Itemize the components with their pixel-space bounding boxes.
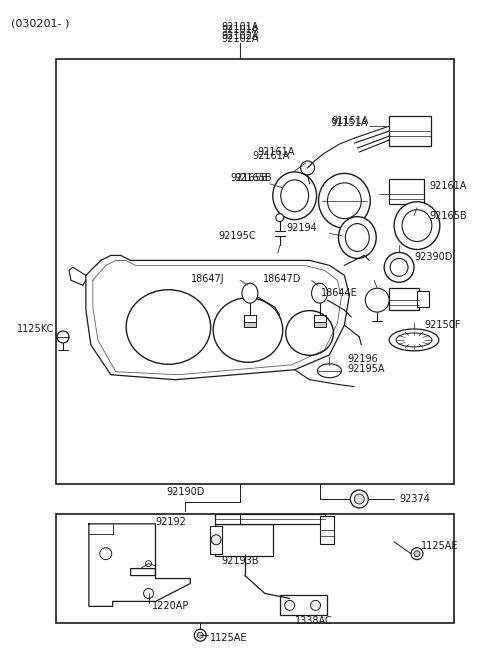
Text: 1125AE: 1125AE: [421, 541, 458, 551]
Ellipse shape: [346, 223, 369, 252]
Circle shape: [145, 561, 152, 567]
Text: 92101A: 92101A: [221, 25, 259, 35]
Text: 92161A: 92161A: [252, 151, 290, 161]
Text: 92150F: 92150F: [424, 320, 460, 330]
Ellipse shape: [402, 210, 432, 242]
Text: 18647D: 18647D: [263, 274, 301, 284]
Circle shape: [285, 601, 295, 610]
Circle shape: [414, 551, 420, 557]
Text: 92165B: 92165B: [230, 173, 268, 183]
Text: 18644E: 18644E: [321, 288, 357, 298]
Circle shape: [311, 601, 321, 610]
Bar: [313, 322, 325, 327]
Bar: [389, 288, 419, 310]
Bar: [417, 291, 429, 307]
Text: 91151A: 91151A: [332, 116, 369, 126]
Circle shape: [276, 214, 284, 221]
Text: 92161A: 92161A: [429, 181, 466, 191]
Text: 92195A: 92195A: [348, 364, 385, 374]
Circle shape: [194, 629, 206, 641]
Circle shape: [354, 494, 364, 504]
Text: 1338AC: 1338AC: [295, 616, 333, 626]
Bar: [244, 322, 256, 327]
Text: 92193B: 92193B: [221, 555, 259, 566]
Bar: [389, 179, 424, 204]
Text: 92190D: 92190D: [166, 487, 204, 497]
Text: 92102A: 92102A: [221, 33, 259, 44]
Circle shape: [100, 548, 112, 559]
Ellipse shape: [384, 252, 414, 282]
Ellipse shape: [273, 172, 316, 219]
Bar: [389, 116, 431, 146]
Ellipse shape: [396, 333, 432, 347]
Circle shape: [57, 331, 69, 343]
Text: 92192: 92192: [156, 517, 186, 527]
Bar: [280, 595, 327, 615]
Circle shape: [411, 548, 423, 559]
Text: 92195C: 92195C: [218, 231, 256, 240]
Ellipse shape: [338, 217, 376, 259]
Bar: [215, 524, 273, 555]
Bar: [215, 514, 324, 524]
Text: 92196: 92196: [348, 354, 378, 364]
Text: 92390D: 92390D: [414, 252, 452, 263]
Bar: [320, 516, 335, 544]
Ellipse shape: [281, 180, 309, 212]
Bar: [210, 526, 222, 553]
Circle shape: [350, 490, 368, 508]
Text: 92161A: 92161A: [257, 147, 295, 157]
Ellipse shape: [286, 310, 334, 356]
Text: 92165B: 92165B: [429, 211, 467, 221]
Ellipse shape: [242, 283, 258, 303]
Ellipse shape: [213, 297, 283, 362]
Ellipse shape: [318, 364, 341, 378]
Ellipse shape: [126, 290, 211, 364]
Ellipse shape: [390, 259, 408, 276]
Bar: [56, 58, 454, 484]
Text: 18647J: 18647J: [191, 274, 224, 284]
Ellipse shape: [394, 202, 440, 250]
Ellipse shape: [319, 174, 370, 228]
Ellipse shape: [327, 183, 361, 219]
Text: 92102A: 92102A: [221, 31, 259, 41]
Text: 1125AE: 1125AE: [210, 633, 248, 643]
Text: 91151A: 91151A: [330, 118, 367, 128]
Text: 1125KC: 1125KC: [17, 324, 54, 334]
Circle shape: [197, 632, 203, 638]
Circle shape: [144, 588, 154, 599]
Text: 1220AP: 1220AP: [152, 601, 189, 611]
Circle shape: [300, 161, 314, 175]
Text: (030201- ): (030201- ): [12, 19, 70, 29]
Ellipse shape: [312, 283, 327, 303]
Text: 92101A: 92101A: [221, 22, 259, 31]
Bar: [56, 514, 454, 624]
Circle shape: [211, 534, 221, 545]
Circle shape: [365, 288, 389, 312]
Text: 92165B: 92165B: [234, 173, 272, 183]
Text: 92374: 92374: [399, 494, 430, 504]
Ellipse shape: [389, 329, 439, 351]
Text: 92194: 92194: [287, 223, 318, 233]
